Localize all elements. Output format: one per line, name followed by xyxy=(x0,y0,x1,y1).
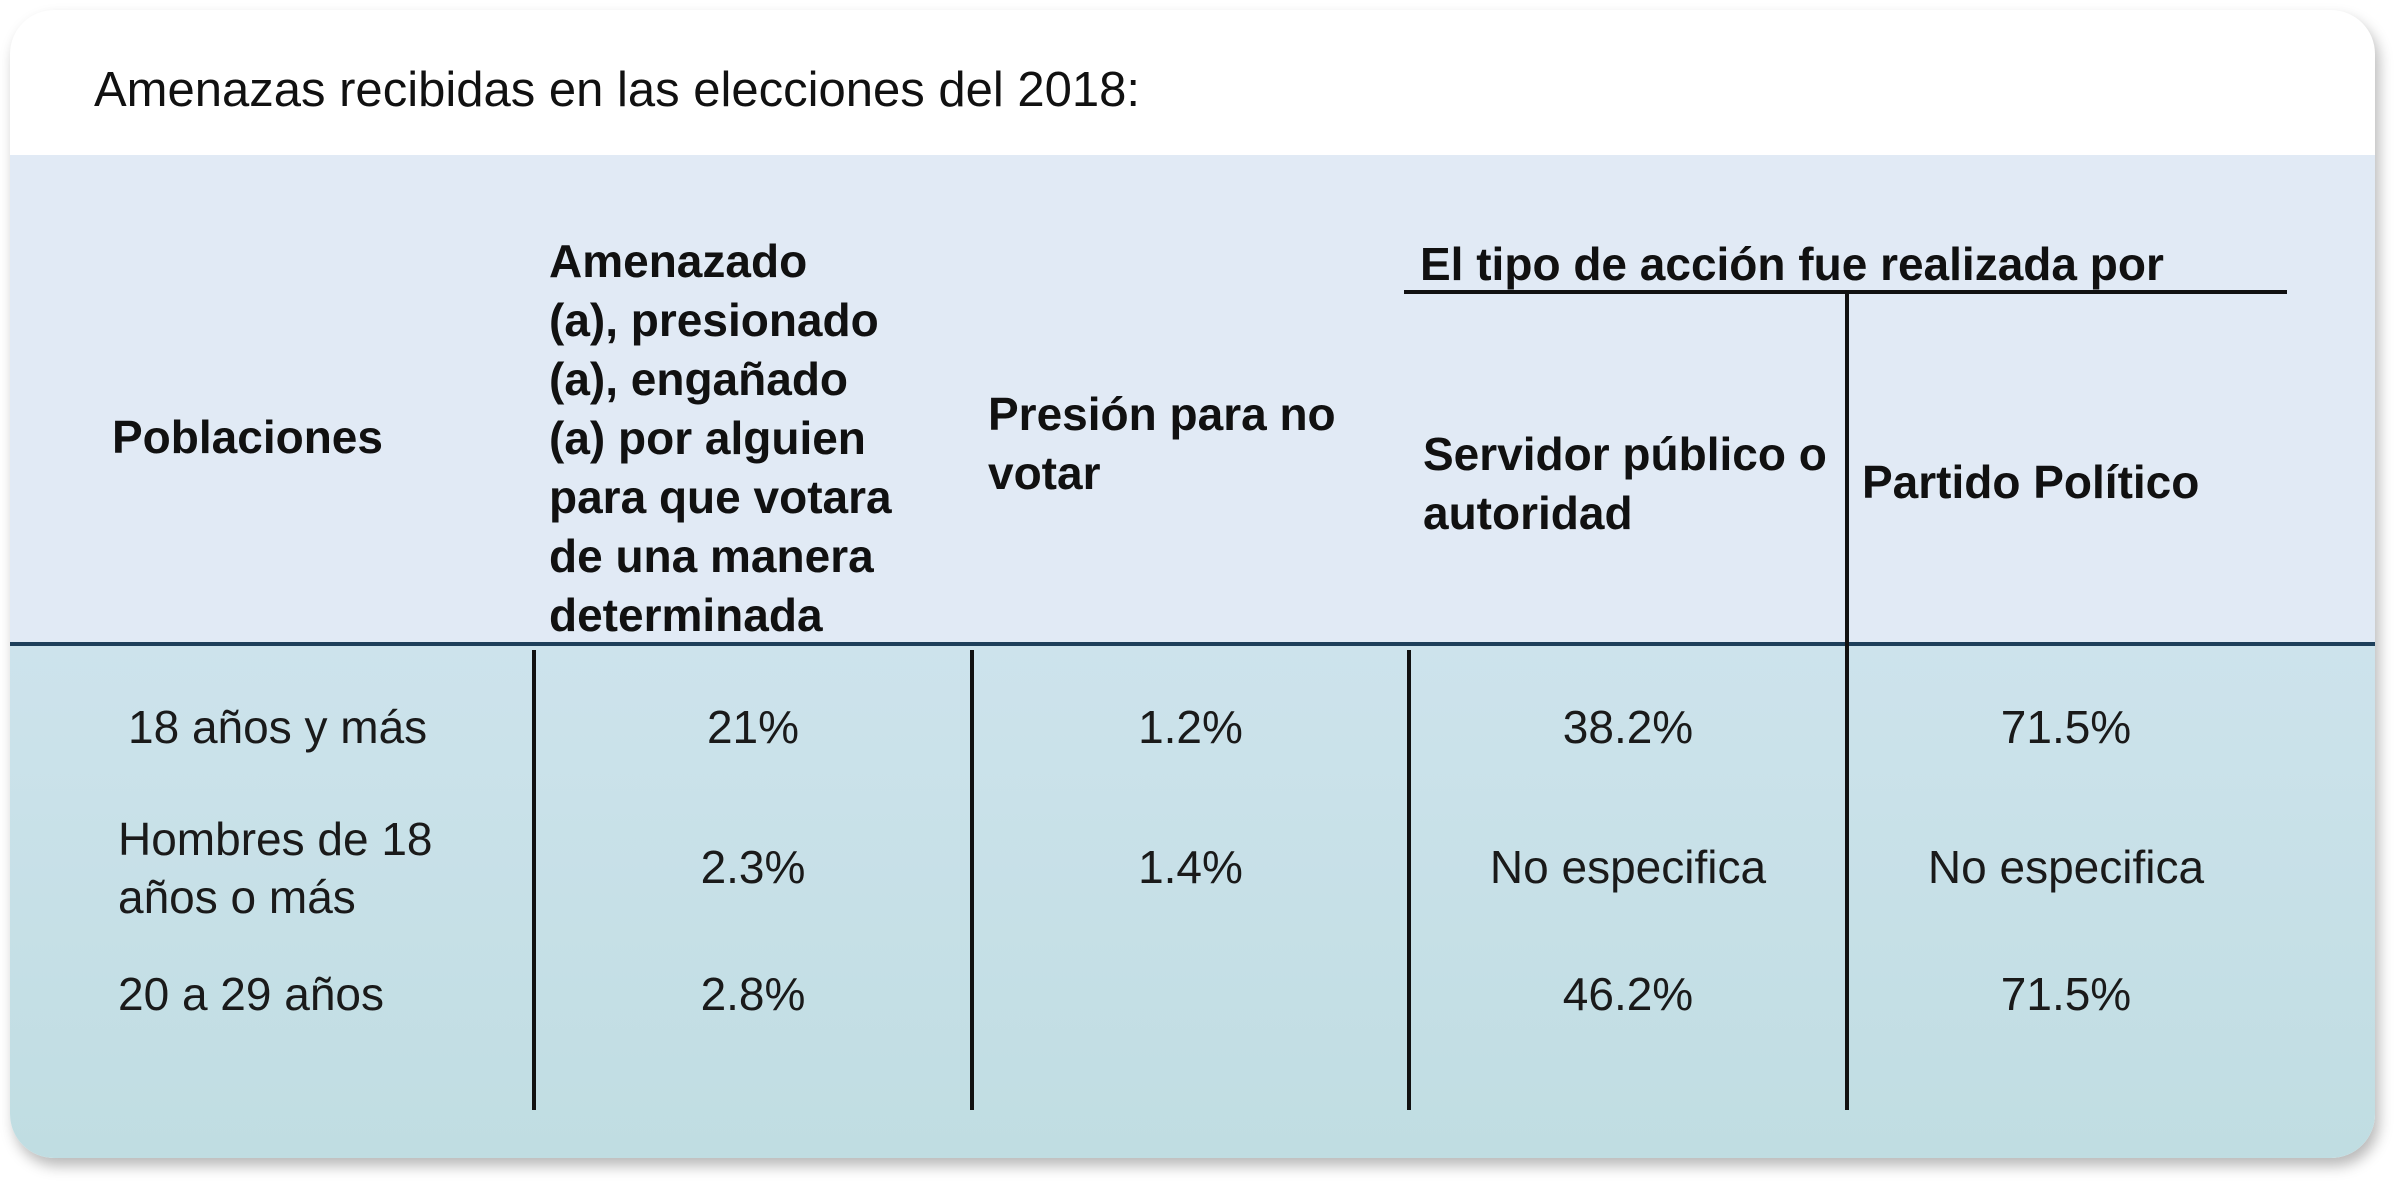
column-rule xyxy=(970,650,974,1110)
row2-servidor: No especifica xyxy=(1489,841,1767,893)
row2-amenazado: 2.3% xyxy=(700,841,806,893)
header-poblaciones: Poblaciones xyxy=(112,411,383,463)
header-presion: Presión para no votar xyxy=(988,388,1336,499)
header-servidor: Servidor público o autoridad xyxy=(1423,428,1827,539)
row1-partido: 71.5% xyxy=(2000,701,2132,753)
header-amenazado: Amenazado (a), presionado (a), engañado (a)… xyxy=(549,235,892,641)
group-underline xyxy=(1404,290,2287,294)
row2-partido: No especifica xyxy=(1927,841,2205,893)
row3-amenazado: 2.8% xyxy=(700,968,806,1020)
row3-partido: 71.5% xyxy=(2000,968,2132,1020)
row1-amenazado: 21% xyxy=(706,701,800,753)
column-rule xyxy=(1407,650,1411,1110)
table-header xyxy=(10,155,2375,645)
row1-poblacion: 18 años y más xyxy=(128,701,428,753)
row2-presion: 1.4% xyxy=(1138,841,1243,893)
column-rule xyxy=(532,650,536,1110)
row1-servidor: 38.2% xyxy=(1562,701,1694,753)
column-rule xyxy=(1845,294,1849,1110)
row2-poblacion: Hombres de 18 años o más xyxy=(118,813,433,923)
row3-poblacion: 20 a 29 años xyxy=(118,968,385,1020)
table-body xyxy=(10,645,2375,1158)
header-partido: Partido Político xyxy=(1862,456,2200,508)
row3-servidor: 46.2% xyxy=(1562,968,1694,1020)
header-divider xyxy=(10,642,2375,646)
table-title: Amenazas recibidas en las elecciones del… xyxy=(94,63,1140,117)
table-card: Amenazas recibidas en las elecciones del… xyxy=(10,10,2375,1158)
header-group: El tipo de acción fue realizada por xyxy=(1420,238,2164,290)
row1-presion: 1.2% xyxy=(1138,701,1243,753)
